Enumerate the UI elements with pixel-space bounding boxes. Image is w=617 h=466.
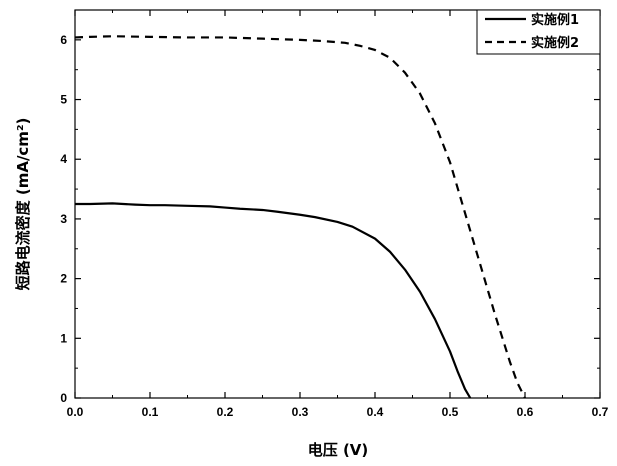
- x-tick-label: 0.0: [67, 405, 84, 419]
- y-tick-label: 1: [60, 331, 67, 345]
- y-tick-label: 4: [60, 152, 67, 166]
- legend-label-series-2: 实施例2: [531, 35, 579, 51]
- y-tick-label: 5: [60, 93, 67, 107]
- x-tick-label: 0.3: [292, 405, 309, 419]
- y-axis-label: 短路电流密度 (mA/cm²): [14, 118, 32, 291]
- x-tick-label: 0.5: [442, 405, 459, 419]
- y-tick-label: 0: [60, 391, 67, 405]
- legend-label-series-1: 实施例1: [531, 12, 579, 28]
- x-tick-label: 0.2: [217, 405, 234, 419]
- x-tick-label: 0.1: [142, 405, 159, 419]
- x-axis-label: 电压 (V): [308, 441, 369, 459]
- x-tick-label: 0.4: [367, 405, 384, 419]
- x-tick-label: 0.6: [517, 405, 534, 419]
- y-tick-label: 6: [60, 33, 67, 47]
- x-tick-label: 0.7: [592, 405, 609, 419]
- y-tick-label: 3: [60, 212, 67, 226]
- y-tick-label: 2: [60, 272, 67, 286]
- legend: 实施例1 实施例2: [477, 10, 600, 54]
